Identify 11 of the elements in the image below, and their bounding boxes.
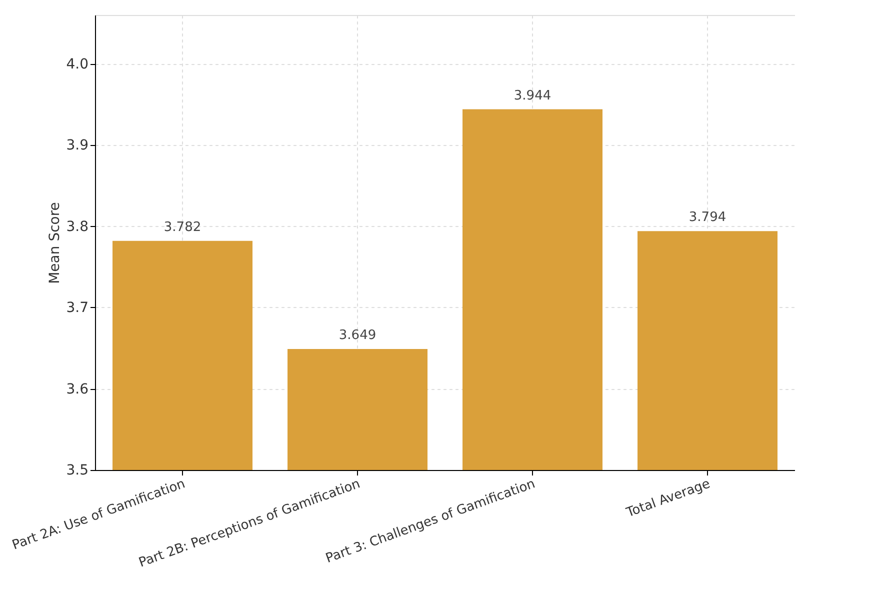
- y-tick-label: 3.6: [66, 381, 89, 398]
- data-label: 3.944: [514, 88, 552, 104]
- data-label: 3.782: [164, 220, 202, 235]
- y-tick-label: 3.7: [66, 300, 88, 316]
- y-tick-label: 3.8: [66, 218, 88, 235]
- data-label: 3.794: [688, 210, 726, 226]
- y-tick-label: 3.5: [66, 462, 88, 478]
- y-tick-label: 4.0: [66, 56, 88, 72]
- y-tick-label: 3.9: [66, 138, 88, 154]
- y-axis-title: Mean Score: [47, 202, 64, 284]
- data-label: 3.649: [338, 328, 376, 343]
